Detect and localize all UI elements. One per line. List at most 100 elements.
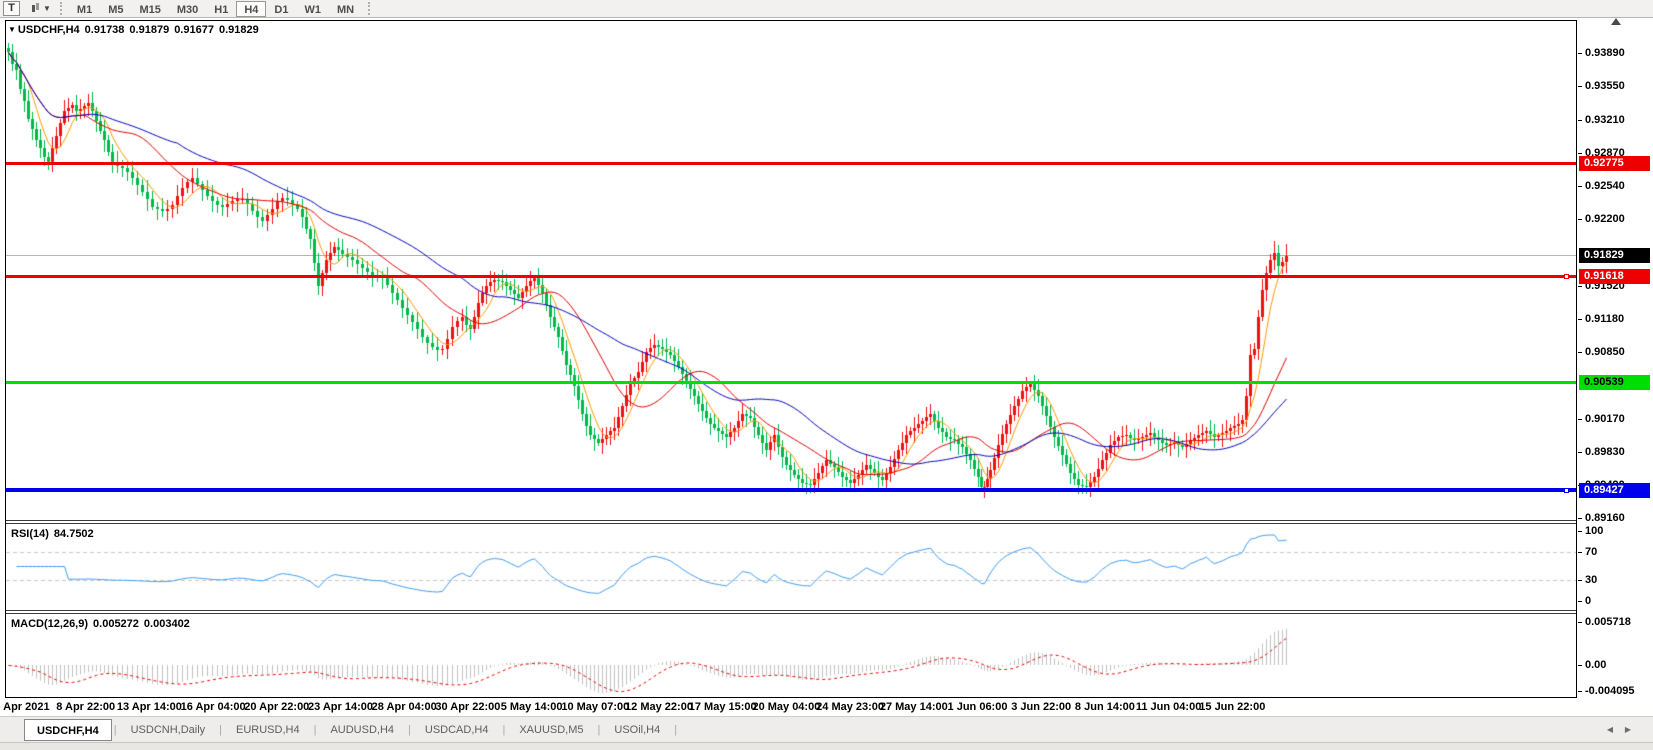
axis-tick (1578, 452, 1582, 453)
timeframe-button-d1[interactable]: D1 (274, 3, 289, 16)
rsi-label: RSI(14) 84.7502 (11, 528, 94, 540)
axis-tick-label: 100 (1585, 525, 1604, 537)
chart-shift-marker-icon (1611, 18, 1621, 25)
top-toolbar: T ▼ M1 M5 M15 M30 H1 H4 D1 W1 MN (0, 0, 1653, 18)
toolbar-grip (368, 2, 371, 15)
time-tick-label: 23 Apr 14:00 (307, 701, 374, 713)
tab-separator: | (502, 723, 506, 736)
axis-tick-label: 0.93210 (1585, 114, 1625, 126)
chart-objects-dropdown-button[interactable]: ▼ (28, 1, 54, 16)
time-tick-label: 28 Apr 04:00 (371, 701, 437, 713)
time-tick-label: 17 May 15:00 (688, 701, 757, 713)
time-tick-label: 11 Jun 04:00 (1135, 701, 1202, 713)
macd-label: MACD(12,26,9) 0.005272 0.003402 (11, 618, 190, 630)
candlestick-icon (31, 3, 40, 14)
axis-tick (1578, 665, 1582, 666)
chevron-down-icon: ▼ (43, 4, 51, 13)
axis-tick-label: 0.92200 (1585, 213, 1625, 225)
axis-tick (1578, 531, 1582, 532)
axis-tick-label: 0.93890 (1585, 47, 1625, 59)
axis-tick (1578, 319, 1582, 320)
price-badge-0.91618: 0.91618 (1579, 269, 1650, 284)
status-strip (0, 742, 1653, 750)
macd-pane-splitter[interactable] (6, 610, 1576, 614)
axis-tick-label: 0.90850 (1585, 346, 1625, 358)
tab-separator: | (219, 723, 223, 736)
axis-tick (1578, 352, 1582, 353)
axis-tick-label: 0.89160 (1585, 512, 1625, 524)
price-chart-canvas[interactable] (6, 21, 1576, 697)
tab-eurusd-h4[interactable]: EURUSD,H4 (236, 723, 300, 736)
axis-tick (1578, 552, 1582, 553)
axis-tick (1578, 601, 1582, 602)
axis-tick (1578, 691, 1582, 692)
axis-tick (1578, 120, 1582, 121)
axis-tick-label: 0.93550 (1585, 80, 1625, 92)
tab-scroll-left-icon[interactable]: ◀ (1606, 725, 1613, 734)
time-tick-label: 5 May 14:00 (500, 701, 563, 713)
price-badge-0.92775: 0.92775 (1579, 156, 1650, 171)
timeframe-button-mn[interactable]: MN (336, 3, 355, 16)
time-tick-label: 10 May 07:00 (561, 701, 630, 713)
axis-tick-label: 0.92540 (1585, 180, 1625, 192)
time-tick-label: 27 May 14:00 (879, 701, 948, 713)
symbol-tab-bar: USDCHF,H4 | USDCNH,Daily | EURUSD,H4 | AUDUSD,… (0, 716, 1653, 742)
tab-xauusd-m5[interactable]: XAUUSD,M5 (519, 723, 584, 736)
price-badge-0.91829: 0.91829 (1579, 248, 1650, 263)
price-axis[interactable]: 0.93890 0.93550 0.93210 0.92870 0.92540 0.922… (1578, 18, 1653, 715)
axis-tick-label: 0.00 (1585, 659, 1607, 671)
axis-tick-label: -0.004095 (1585, 685, 1635, 697)
text-tool-button[interactable]: T (3, 1, 20, 16)
time-tick-label: 13 Apr 14:00 (116, 701, 182, 713)
axis-tick-label: 0.005718 (1585, 616, 1631, 628)
hline-resistance-upper[interactable] (6, 162, 1576, 165)
axis-tick (1578, 53, 1582, 54)
chart-window: ▼ USDCHF,H4 0.91738 0.91879 0.91677 0.91829 R… (5, 20, 1577, 698)
timeframe-button-m5[interactable]: M5 (108, 3, 124, 16)
time-tick-label: 24 May 23:00 (816, 701, 885, 713)
axis-tick (1578, 86, 1582, 87)
timeframe-button-h4[interactable]: H4 (236, 0, 267, 17)
tab-separator: | (313, 723, 317, 736)
price-badge-0.89427: 0.89427 (1579, 483, 1650, 498)
tab-separator: | (408, 723, 411, 736)
axis-tick-label: 30 (1585, 574, 1598, 586)
chart-title: ▼ USDCHF,H4 0.91738 0.91879 0.91677 0.91829 (8, 24, 259, 36)
hline-resistance-lower[interactable] (6, 275, 1576, 278)
axis-tick (1578, 419, 1582, 420)
tab-usdchf-h4[interactable]: USDCHF,H4 (24, 719, 112, 741)
axis-tick-label: 0 (1585, 595, 1592, 607)
hline-support-green[interactable] (6, 381, 1576, 384)
price-badge-0.90539: 0.90539 (1579, 375, 1650, 390)
time-tick-label: 30 Apr 22:00 (435, 701, 501, 713)
axis-tick (1578, 219, 1582, 220)
time-tick-label: 6 Apr 2021 (0, 701, 50, 713)
axis-tick (1578, 622, 1582, 623)
toolbar-grip (59, 2, 63, 15)
axis-tick (1578, 186, 1582, 187)
hline-handle-support-blue[interactable] (1564, 488, 1569, 493)
time-tick-label: 3 Jun 22:00 (1011, 701, 1072, 713)
symbol-marker-icon: ▼ (8, 25, 16, 34)
time-tick-label: 20 May 04:00 (752, 701, 821, 713)
tab-usoil-h4[interactable]: USOil,H4 (614, 723, 661, 736)
time-tick-label: 1 Jun 06:00 (947, 701, 1008, 713)
time-tick-label: 20 Apr 22:00 (244, 701, 310, 713)
timeframe-button-w1[interactable]: W1 (304, 3, 321, 16)
hline-support-blue[interactable] (6, 488, 1576, 492)
axis-tick-label: 70 (1585, 546, 1598, 558)
hline-handle-resistance-lower[interactable] (1564, 274, 1569, 279)
timeframe-button-m1[interactable]: M1 (76, 3, 93, 16)
timeframe-button-group: M1 M5 M15 M30 H1 H4 D1 W1 MN (69, 0, 362, 17)
rsi-pane-splitter[interactable] (6, 520, 1576, 524)
tab-audusd-h4[interactable]: AUDUSD,H4 (330, 723, 395, 736)
tab-usdcnh-daily[interactable]: USDCNH,Daily (130, 723, 206, 736)
axis-tick-label: 0.91180 (1585, 313, 1625, 325)
timeframe-button-m15[interactable]: M15 (139, 3, 161, 16)
tab-scroll-right-icon[interactable]: ▶ (1624, 725, 1631, 734)
axis-tick-label: 0.90170 (1585, 413, 1625, 425)
timeframe-button-h1[interactable]: H1 (214, 3, 229, 16)
timeframe-button-m30[interactable]: M30 (176, 3, 199, 16)
tab-usdcad-h4[interactable]: USDCAD,H4 (424, 723, 489, 736)
